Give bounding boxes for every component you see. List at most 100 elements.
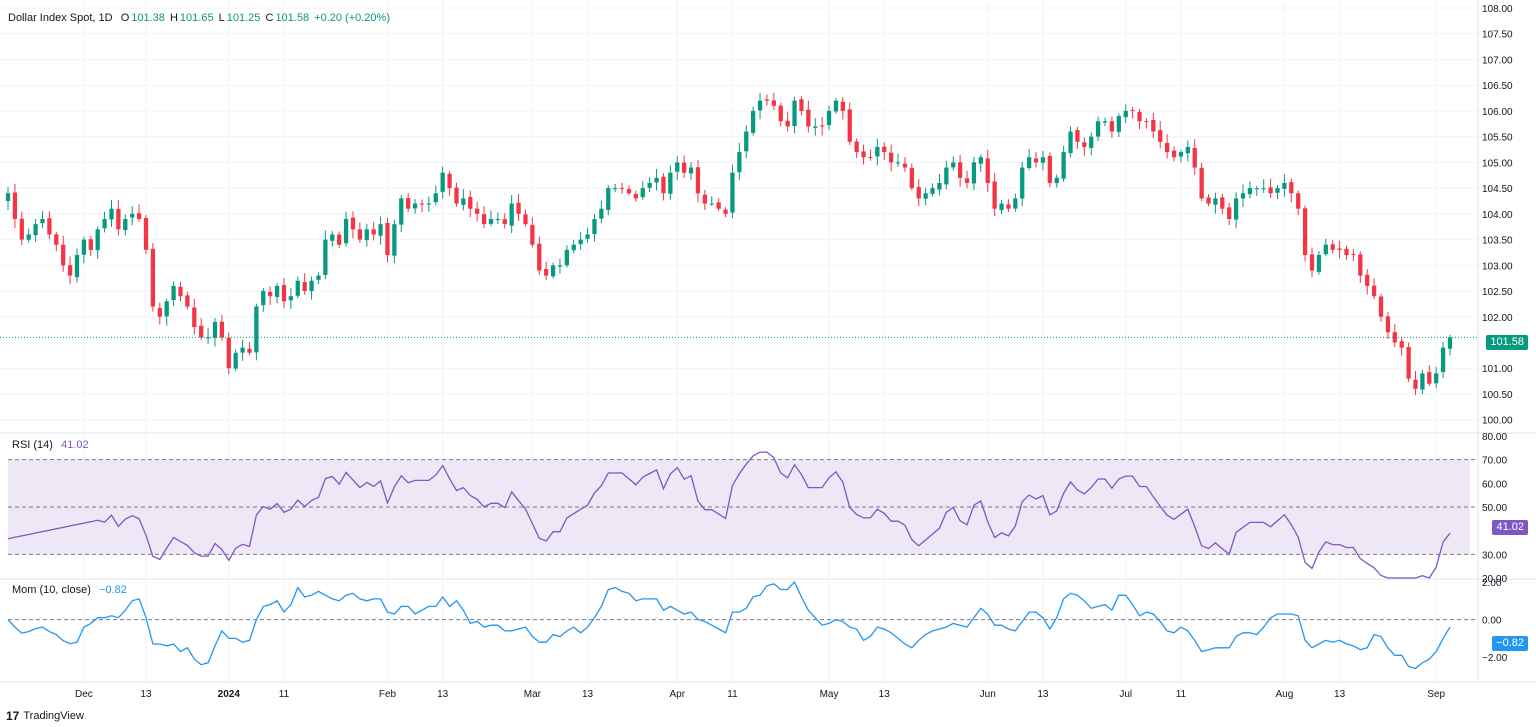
candle-body xyxy=(937,182,942,190)
candle-body xyxy=(882,146,887,153)
time-tick-label: Sep xyxy=(1427,689,1445,700)
tradingview-brand[interactable]: 17 TradingView xyxy=(6,709,84,723)
time-tick-label: Feb xyxy=(379,689,397,700)
mom-name: Mom (10, close) xyxy=(12,584,91,596)
candle-body xyxy=(1075,130,1080,142)
price-tick-label: 102.00 xyxy=(1482,313,1513,324)
candle-body xyxy=(682,162,687,173)
candle-body xyxy=(212,321,218,338)
candle-body xyxy=(806,109,811,127)
candle-body xyxy=(61,244,66,266)
candle-body xyxy=(1220,197,1225,209)
candle-body xyxy=(192,307,197,328)
candle-body xyxy=(1413,379,1418,389)
candle-body xyxy=(1123,110,1128,118)
candle-body xyxy=(1365,274,1370,286)
candle-body xyxy=(1289,182,1294,194)
price-tick-label: 106.00 xyxy=(1482,107,1513,118)
candle-body xyxy=(323,239,328,275)
candle-body xyxy=(1351,254,1356,256)
candle-body xyxy=(813,126,818,128)
mom-tick-label: 2.00 xyxy=(1482,578,1502,589)
price-tick-label: 101.00 xyxy=(1482,364,1513,375)
mom-line xyxy=(7,580,1451,670)
candle-body xyxy=(930,188,935,194)
candle-body xyxy=(1109,121,1115,132)
candle-body xyxy=(1309,254,1315,271)
candle-body xyxy=(1178,152,1184,157)
candle-body xyxy=(1434,373,1439,384)
candle-body xyxy=(481,214,487,225)
candle-body xyxy=(1323,244,1328,255)
candle-body xyxy=(330,234,335,241)
candle-body xyxy=(1385,316,1391,333)
candle-body xyxy=(1026,157,1032,169)
candle-body xyxy=(502,219,507,225)
rsi-tick-label: 50.00 xyxy=(1482,503,1507,514)
candle-body xyxy=(1199,167,1204,199)
candle-body xyxy=(1268,187,1273,194)
mom-value: −0.82 xyxy=(98,584,127,596)
candle-body xyxy=(343,219,349,244)
candle-body xyxy=(888,152,894,163)
candle-body xyxy=(1240,193,1246,199)
mom-legend: Mom (10, close) −0.82 xyxy=(12,584,129,596)
candle-body xyxy=(475,208,480,214)
candle-body xyxy=(26,234,31,240)
price-tick-label: 103.00 xyxy=(1482,261,1513,272)
candle-body xyxy=(185,295,190,307)
candle-body xyxy=(902,163,908,168)
rsi-tick-label: 20.00 xyxy=(1482,574,1507,585)
candle-body xyxy=(178,286,183,297)
price-tick-label: 108.00 xyxy=(1482,4,1513,15)
open-value: 101.38 xyxy=(131,12,165,24)
candle-body xyxy=(454,187,459,204)
time-tick-label: 11 xyxy=(727,689,738,700)
candle-body xyxy=(1171,150,1177,158)
candle-body xyxy=(233,352,238,369)
candle-body xyxy=(1213,198,1218,205)
candle-body xyxy=(619,187,625,189)
candle-body xyxy=(971,162,977,184)
candle-body xyxy=(12,192,18,219)
price-tick-label: 102.50 xyxy=(1482,287,1513,298)
candle-body xyxy=(564,249,570,266)
time-tick-label: Dec xyxy=(75,689,93,700)
candle-body xyxy=(254,306,259,353)
candle-body xyxy=(523,214,528,225)
candle-body xyxy=(461,198,466,205)
candle-body xyxy=(495,219,501,220)
candle-body xyxy=(1316,255,1322,272)
candle-body xyxy=(95,229,100,251)
mom-tick-label: 0.00 xyxy=(1482,616,1502,627)
candle-body xyxy=(1254,188,1259,190)
time-tick-label: Apr xyxy=(669,689,685,700)
candle-body xyxy=(585,234,590,239)
candle-body xyxy=(1282,182,1287,189)
candle-body xyxy=(1399,341,1404,348)
candle-body xyxy=(247,348,252,353)
price-tick-label: 107.50 xyxy=(1482,30,1513,41)
candle-body xyxy=(951,162,956,168)
brand-name: TradingView xyxy=(23,710,84,722)
candle-body xyxy=(240,347,245,353)
price-tick-label: 107.00 xyxy=(1482,55,1513,66)
candle-body xyxy=(433,193,438,203)
candle-body xyxy=(544,268,549,276)
candle-body xyxy=(1158,130,1163,142)
candle-body xyxy=(412,203,418,209)
candle-body xyxy=(1406,346,1411,379)
candle-body xyxy=(1206,197,1211,204)
candle-body xyxy=(923,193,928,199)
candle-body xyxy=(1227,207,1232,219)
candle-body xyxy=(219,321,225,338)
high-label: H xyxy=(169,12,178,24)
candle-body xyxy=(164,301,169,317)
candle-body xyxy=(102,219,107,229)
price-tick-label: 100.50 xyxy=(1482,390,1513,401)
candle-body xyxy=(1137,111,1142,122)
candle-body xyxy=(1371,285,1377,297)
candle-body xyxy=(647,182,652,188)
